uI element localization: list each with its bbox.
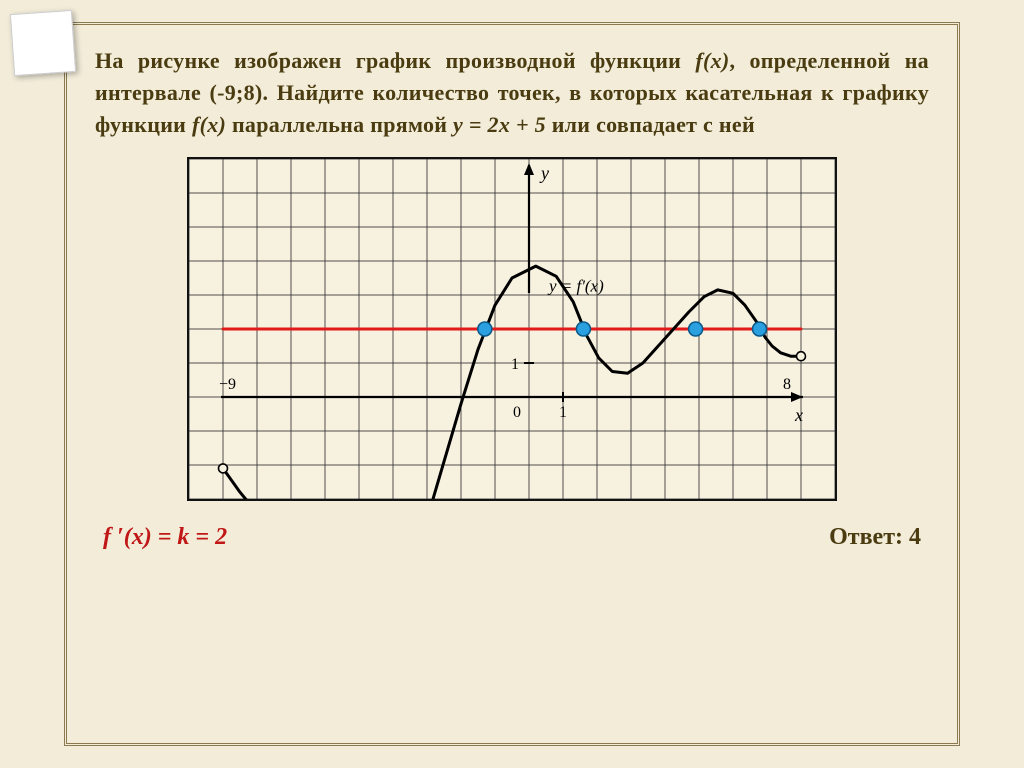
fx-symbol-1: f(x): [695, 48, 729, 73]
answer-block: Ответ: 4: [829, 524, 921, 551]
problem-statement: На рисунке изображен график производной …: [95, 45, 929, 141]
svg-text:1: 1: [559, 404, 567, 421]
svg-text:y: y: [539, 163, 549, 183]
bottom-row: f ′(x) = k = 2 Ответ: 4: [95, 524, 929, 551]
problem-text-pre: На рисунке изображен график производной …: [95, 48, 695, 73]
answer-value: 4: [909, 524, 921, 550]
problem-text-mid2: параллельна прямой: [226, 112, 453, 137]
svg-text:x: x: [794, 405, 803, 425]
derivative-graph: y x 1 1 0 y = f'(x) −9 8: [187, 157, 837, 501]
problem-text-tail: или совпадает с ней: [546, 112, 755, 137]
svg-text:8: 8: [783, 376, 791, 393]
answer-label: Ответ:: [829, 524, 909, 550]
svg-text:y = f'(x): y = f'(x): [547, 276, 604, 295]
derivative-formula: f ′(x) = k = 2: [103, 524, 227, 551]
svg-text:0: 0: [513, 404, 521, 421]
slide-frame: На рисунке изображен график производной …: [64, 22, 960, 746]
svg-text:1: 1: [511, 356, 519, 373]
svg-text:−9: −9: [219, 376, 236, 393]
paper-corner-decoration: [10, 10, 76, 76]
chart-container: y x 1 1 0 y = f'(x) −9 8: [95, 157, 929, 506]
fx-symbol-2: f(x): [192, 112, 226, 137]
equation-y: y = 2x + 5: [453, 112, 546, 137]
